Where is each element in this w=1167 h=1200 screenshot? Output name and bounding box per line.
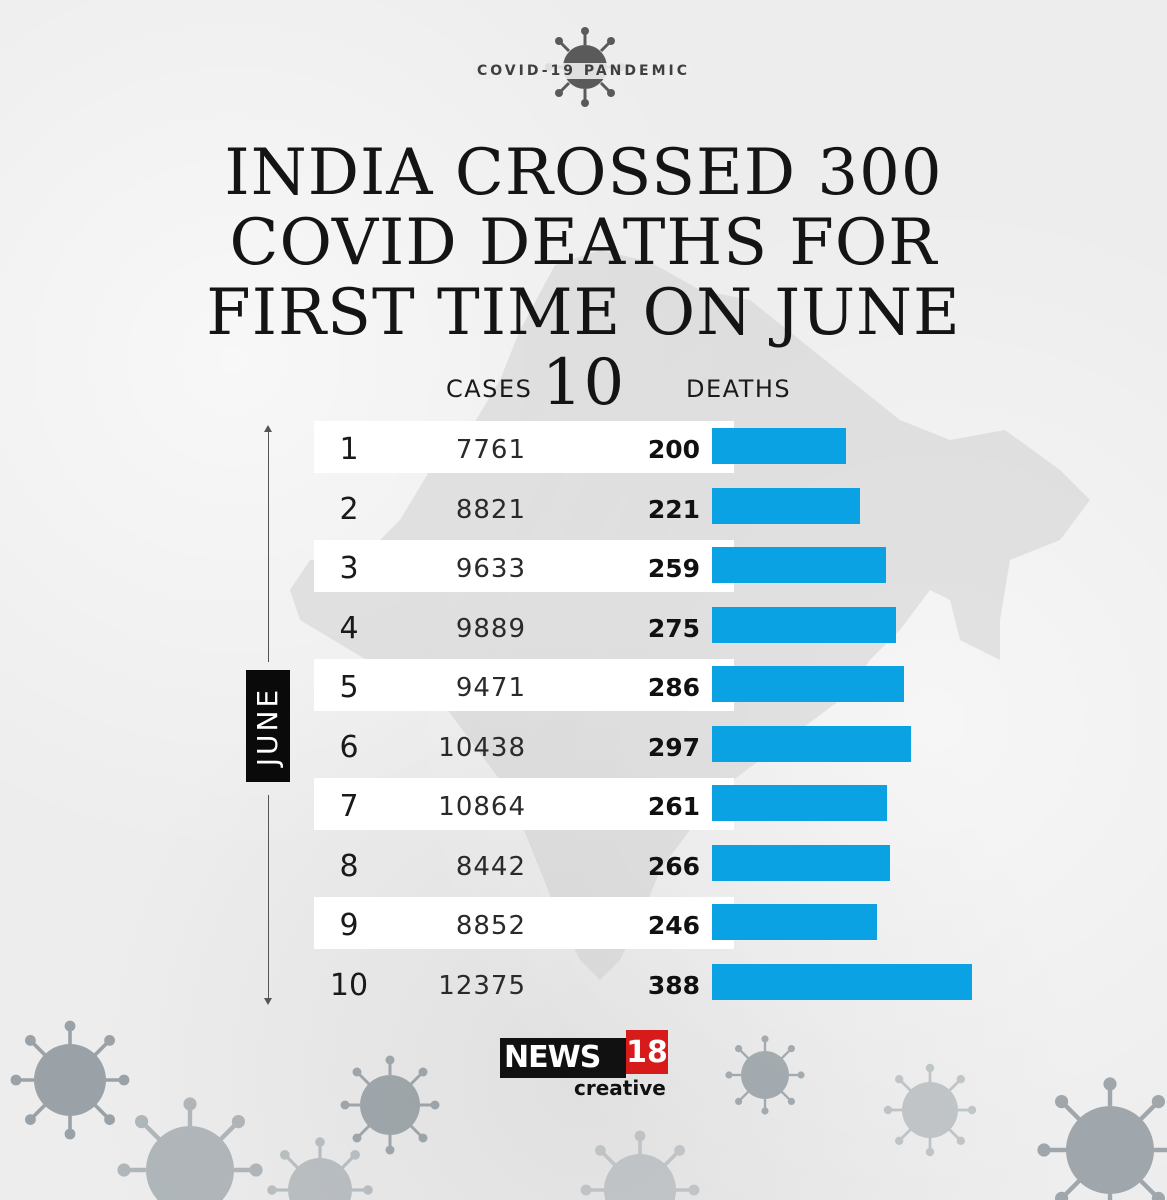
- day-label: 5: [339, 670, 359, 705]
- deaths-bar: [712, 845, 890, 881]
- deaths-bar: [712, 428, 846, 464]
- cases-value: 10438: [438, 733, 526, 763]
- cases-value: 12375: [438, 971, 526, 1001]
- deaths-value: 261: [647, 792, 700, 821]
- table-row: 2 8821 221: [314, 481, 1014, 533]
- cases-value: 8821: [455, 495, 526, 525]
- day-label: 9: [339, 908, 359, 943]
- deaths-value: 286: [647, 673, 700, 702]
- deaths-bar: [712, 964, 972, 1000]
- cases-value: 10864: [438, 792, 526, 822]
- table-row: 9 8852 246: [314, 897, 1014, 949]
- logo-number: 18: [626, 1030, 668, 1074]
- day-label: 10: [329, 968, 369, 1003]
- day-label: 7: [339, 789, 359, 824]
- table-row: 10 12375 388: [314, 957, 1014, 1009]
- deaths-bar: [712, 607, 896, 643]
- timeline-line: [268, 430, 269, 662]
- deaths-value: 297: [647, 733, 700, 762]
- cases-value: 8442: [455, 852, 526, 882]
- table-row: 1 7761 200: [314, 421, 1014, 473]
- deaths-bar: [712, 666, 904, 702]
- cases-value: 9471: [455, 673, 526, 703]
- kicker-text: COVID-19 PANDEMIC: [472, 63, 695, 79]
- cases-value: 9889: [455, 614, 526, 644]
- table-row: 3 9633 259: [314, 540, 1014, 592]
- table-row: 6 10438 297: [314, 719, 1014, 771]
- day-label: 8: [339, 849, 359, 884]
- cases-value: 9633: [455, 554, 526, 584]
- table-row: 7 10864 261: [314, 778, 1014, 830]
- day-label: 6: [339, 730, 359, 765]
- deaths-value: 200: [647, 435, 700, 464]
- deaths-value: 275: [647, 614, 700, 643]
- deaths-bar: [712, 904, 877, 940]
- deaths-value: 259: [647, 554, 700, 583]
- cases-value: 7761: [455, 435, 526, 465]
- deaths-value: 221: [647, 495, 700, 524]
- deaths-column-header: DEATHS: [686, 375, 792, 403]
- day-label: 3: [339, 551, 359, 586]
- deaths-value: 246: [647, 911, 700, 940]
- table-row: 8 8442 266: [314, 838, 1014, 890]
- deaths-value: 388: [647, 971, 700, 1000]
- page-title: INDIA CROSSED 300 COVID DEATHS FOR FIRST…: [206, 136, 961, 420]
- arrow-down-icon: [264, 998, 272, 1005]
- kicker-label: COVID-19 PANDEMIC: [0, 63, 1167, 79]
- deaths-bar: [712, 547, 886, 583]
- logo-subtext: creative: [574, 1076, 666, 1100]
- table-row: 4 9889 275: [314, 600, 1014, 652]
- cases-column-header: CASES: [446, 375, 533, 403]
- month-label: JUNE: [246, 670, 290, 782]
- day-label: 4: [339, 611, 359, 646]
- logo-news-text: NEWS: [500, 1038, 626, 1078]
- timeline-line: [268, 795, 269, 1000]
- deaths-value: 266: [647, 852, 700, 881]
- deaths-bar: [712, 488, 860, 524]
- day-label: 2: [339, 492, 359, 527]
- arrow-up-icon: [264, 425, 272, 432]
- table-row: 5 9471 286: [314, 659, 1014, 711]
- day-label: 1: [339, 432, 359, 467]
- deaths-bar: [712, 785, 887, 821]
- deaths-bar: [712, 726, 911, 762]
- cases-value: 8852: [455, 911, 526, 941]
